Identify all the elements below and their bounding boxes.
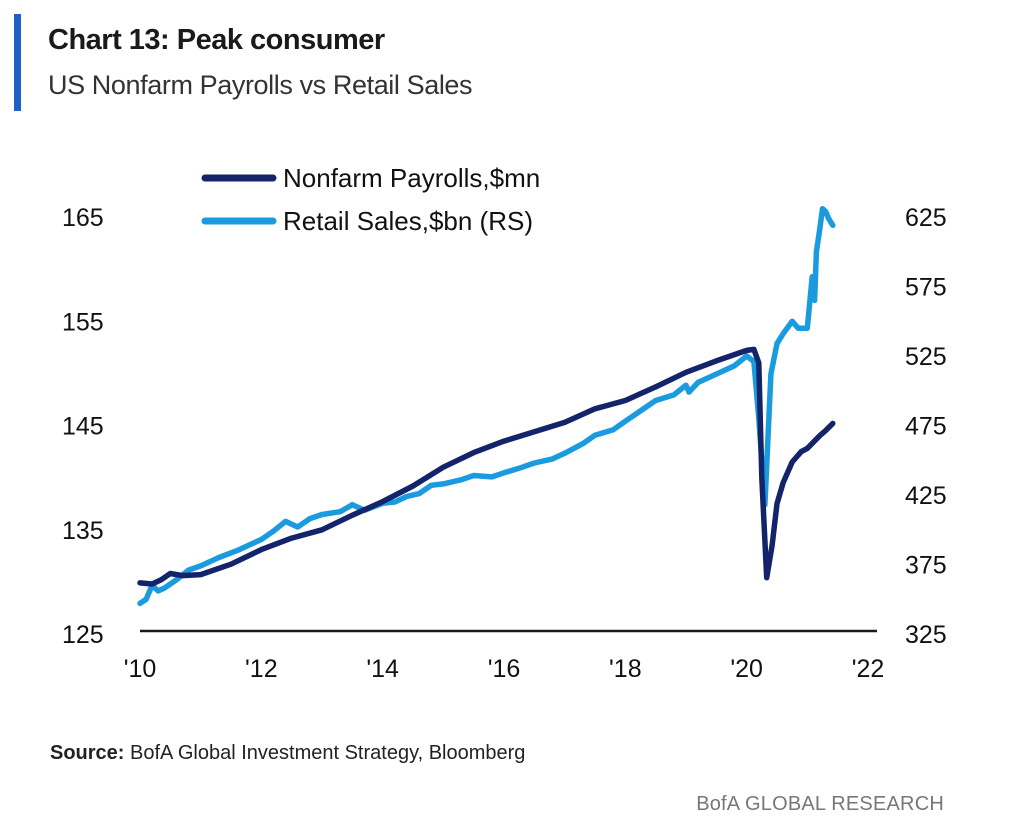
legend: Nonfarm Payrolls,$mn Retail Sales,$bn (RS… bbox=[201, 163, 540, 236]
y-left-tick-label: 135 bbox=[62, 517, 104, 545]
x-tick-label: '10 bbox=[124, 655, 157, 683]
brand-footer: BofA GLOBAL RESEARCH bbox=[696, 793, 944, 815]
y-left-tick-label: 155 bbox=[62, 308, 104, 336]
x-tick-label: '12 bbox=[245, 655, 278, 683]
chart-title: Chart 13: Peak consumer bbox=[48, 24, 385, 56]
source-label: Source: bbox=[50, 742, 125, 764]
x-tick-label: '14 bbox=[366, 655, 399, 683]
y-axis-left: 125 135 145 155 165 bbox=[62, 204, 104, 649]
series-layer bbox=[137, 205, 836, 607]
source-text: BofA Global Investment Strategy, Bloombe… bbox=[130, 742, 526, 764]
y-right-tick-label: 575 bbox=[905, 274, 947, 302]
y-right-tick-label: 625 bbox=[905, 204, 947, 232]
legend-label-retail-sales: Retail Sales,$bn (RS) bbox=[283, 206, 533, 236]
legend-label-payrolls: Nonfarm Payrolls,$mn bbox=[283, 163, 540, 193]
y-left-tick-label: 125 bbox=[62, 621, 104, 649]
y-right-tick-label: 525 bbox=[905, 343, 947, 371]
x-tick-label: '18 bbox=[609, 655, 642, 683]
series-line-payrolls bbox=[137, 346, 836, 587]
x-axis: '10 '12 '14 '16 '18 '20 '22 bbox=[124, 655, 885, 683]
x-tick-label: '22 bbox=[852, 655, 885, 683]
y-left-tick-label: 165 bbox=[62, 204, 104, 232]
x-tick-label: '16 bbox=[488, 655, 521, 683]
y-axis-right: 325 375 425 475 525 575 625 bbox=[905, 204, 947, 649]
accent-bar bbox=[14, 14, 21, 111]
y-right-tick-label: 425 bbox=[905, 482, 947, 510]
y-right-tick-label: 325 bbox=[905, 621, 947, 649]
y-right-tick-label: 375 bbox=[905, 552, 947, 580]
chart-subtitle: US Nonfarm Payrolls vs Retail Sales bbox=[48, 70, 473, 100]
y-right-tick-label: 475 bbox=[905, 413, 947, 441]
source-note: Source: BofA Global Investment Strategy,… bbox=[50, 742, 525, 765]
x-tick-label: '20 bbox=[730, 655, 763, 683]
y-left-tick-label: 145 bbox=[62, 413, 104, 441]
series-line-retail-sales bbox=[137, 205, 836, 607]
